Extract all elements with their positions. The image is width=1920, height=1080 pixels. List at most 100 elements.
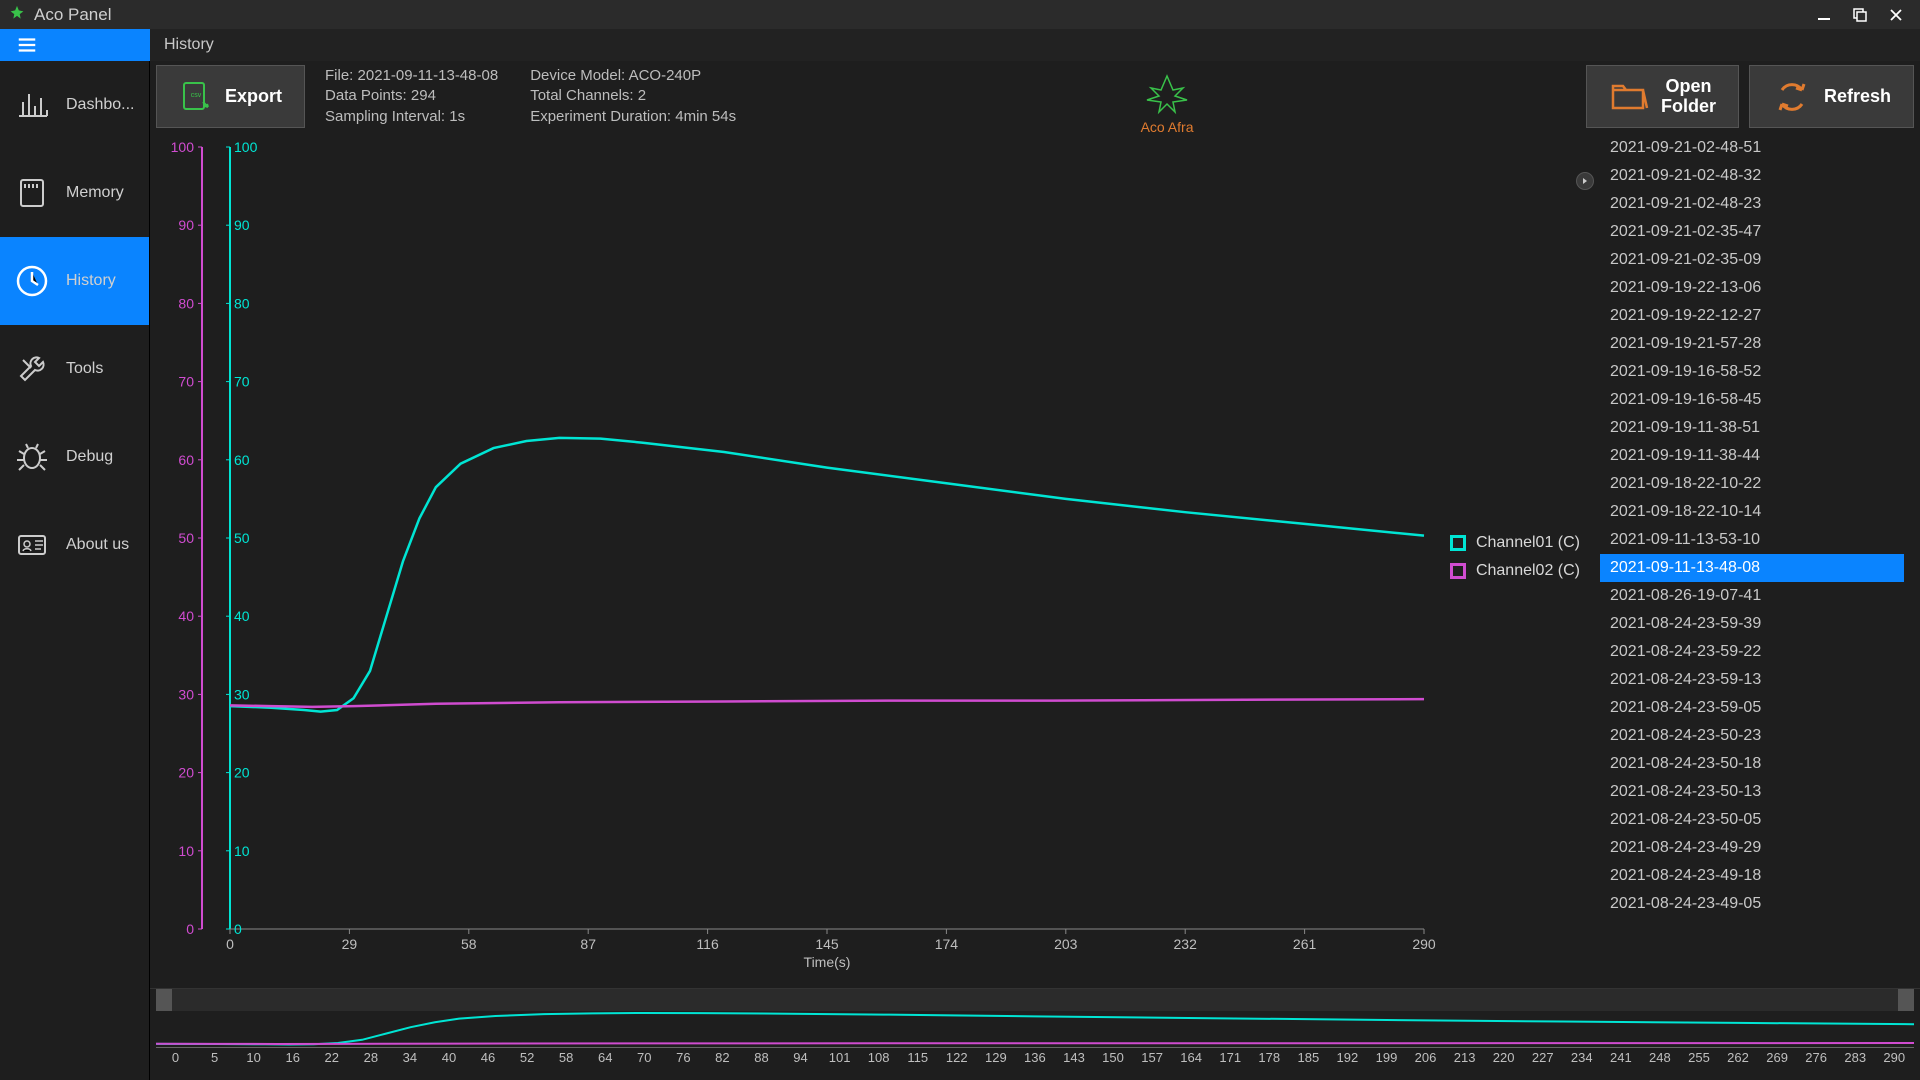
sidebar-item-about-us[interactable]: About us <box>0 501 149 589</box>
legend-item[interactable]: Channel02 (C) <box>1450 562 1580 580</box>
file-item[interactable]: 2021-09-21-02-35-09 <box>1600 246 1904 274</box>
open-label-1: Open <box>1665 77 1711 97</box>
refresh-icon <box>1772 80 1812 114</box>
svg-text:Time(s): Time(s) <box>804 954 851 970</box>
scroll-handle-right[interactable] <box>1898 989 1914 1011</box>
svg-text:90: 90 <box>234 217 250 233</box>
sd-card-icon <box>12 173 52 213</box>
file-item[interactable]: 2021-09-11-13-48-08 <box>1600 554 1904 582</box>
file-item[interactable]: 2021-09-19-11-38-51 <box>1600 414 1904 442</box>
scroll-handle-left[interactable] <box>156 989 172 1011</box>
file-item[interactable]: 2021-09-21-02-48-23 <box>1600 190 1904 218</box>
export-button[interactable]: csv Export <box>156 65 305 128</box>
svg-text:10: 10 <box>178 843 194 859</box>
file-item[interactable]: 2021-09-18-22-10-22 <box>1600 470 1904 498</box>
svg-text:174: 174 <box>935 936 959 952</box>
open-folder-button[interactable]: Open Folder <box>1586 65 1739 128</box>
file-item[interactable]: 2021-09-19-22-12-27 <box>1600 302 1904 330</box>
file-item[interactable]: 2021-08-24-23-59-05 <box>1600 694 1904 722</box>
nav-label: About us <box>66 536 142 554</box>
file-item[interactable]: 2021-08-26-19-07-41 <box>1600 582 1904 610</box>
app-icon <box>6 4 28 26</box>
open-label-2: Folder <box>1661 97 1716 117</box>
refresh-label: Refresh <box>1824 86 1891 107</box>
svg-text:80: 80 <box>234 295 250 311</box>
file-item[interactable]: 2021-09-19-16-58-52 <box>1600 358 1904 386</box>
hamburger-button[interactable] <box>0 29 150 61</box>
file-item[interactable]: 2021-09-18-22-10-14 <box>1600 498 1904 526</box>
svg-text:80: 80 <box>178 295 194 311</box>
legend-swatch <box>1450 535 1466 551</box>
content: csv Export File: 2021-09-11-13-48-08 Dat… <box>150 61 1920 1080</box>
svg-text:20: 20 <box>234 765 250 781</box>
file-item[interactable]: 2021-09-19-22-13-06 <box>1600 274 1904 302</box>
sidebar-item-memory[interactable]: Memory <box>0 149 149 237</box>
info-file: File: 2021-09-11-13-48-08 <box>325 66 498 86</box>
file-list[interactable]: 2021-09-21-02-48-512021-09-21-02-48-3220… <box>1594 128 1920 988</box>
svg-text:116: 116 <box>696 936 719 952</box>
svg-text:70: 70 <box>234 374 250 390</box>
nav-label: Memory <box>66 184 142 202</box>
svg-text:20: 20 <box>178 765 194 781</box>
file-list-panel: 2021-09-21-02-48-512021-09-21-02-48-3220… <box>1594 128 1920 988</box>
file-item[interactable]: 2021-09-19-21-57-28 <box>1600 330 1904 358</box>
file-item[interactable]: 2021-08-24-23-50-23 <box>1600 722 1904 750</box>
svg-text:70: 70 <box>178 374 194 390</box>
svg-text:58: 58 <box>461 936 477 952</box>
svg-text:29: 29 <box>342 936 358 952</box>
svg-text:0: 0 <box>186 921 194 937</box>
sidebar-item-debug[interactable]: Debug <box>0 413 149 501</box>
legend-label: Channel02 (C) <box>1476 562 1580 580</box>
svg-text:290: 290 <box>1412 936 1436 952</box>
chart[interactable]: 0102030405060708090100010203040506070809… <box>150 128 1594 988</box>
overview-chart[interactable] <box>156 1011 1914 1047</box>
timeline-scrollbar[interactable] <box>156 989 1914 1011</box>
svg-text:40: 40 <box>234 608 250 624</box>
svg-text:100: 100 <box>171 139 195 155</box>
legend: Channel01 (C) Channel02 (C) <box>1450 534 1580 590</box>
info-points: Data Points: 294 <box>325 86 498 106</box>
legend-label: Channel01 (C) <box>1476 534 1580 552</box>
info-model: Device Model: ACO-240P <box>530 66 736 86</box>
file-item[interactable]: 2021-08-24-23-49-29 <box>1600 834 1904 862</box>
file-item[interactable]: 2021-09-11-13-53-10 <box>1600 526 1904 554</box>
file-item[interactable]: 2021-08-24-23-59-22 <box>1600 638 1904 666</box>
timeline-overview: 0510162228344046525864707682889410110811… <box>150 988 1920 1080</box>
file-item[interactable]: 2021-09-21-02-35-47 <box>1600 218 1904 246</box>
maximize-button[interactable] <box>1842 0 1878 29</box>
window-title: Aco Panel <box>34 5 1806 25</box>
file-item[interactable]: 2021-09-21-02-48-51 <box>1600 134 1904 162</box>
sidebar-item-dashbo-[interactable]: Dashbo... <box>0 61 149 149</box>
titlebar: Aco Panel <box>0 0 1920 29</box>
file-item[interactable]: 2021-09-21-02-48-32 <box>1600 162 1904 190</box>
clock-icon <box>12 261 52 301</box>
legend-item[interactable]: Channel01 (C) <box>1450 534 1580 552</box>
id-card-icon <box>12 525 52 565</box>
legend-swatch <box>1450 563 1466 579</box>
wrench-icon <box>12 349 52 389</box>
file-item[interactable]: 2021-09-19-16-58-45 <box>1600 386 1904 414</box>
file-item[interactable]: 2021-08-24-23-50-13 <box>1600 778 1904 806</box>
file-item[interactable]: 2021-08-24-23-59-13 <box>1600 666 1904 694</box>
refresh-button[interactable]: Refresh <box>1749 65 1914 128</box>
svg-text:30: 30 <box>178 686 194 702</box>
file-item[interactable]: 2021-09-19-11-38-44 <box>1600 442 1904 470</box>
file-item[interactable]: 2021-08-24-23-49-05 <box>1600 890 1904 918</box>
svg-text:0: 0 <box>234 921 242 937</box>
sidebar-item-tools[interactable]: Tools <box>0 325 149 413</box>
svg-text:csv: csv <box>191 92 202 99</box>
collapse-file-list-button[interactable] <box>1576 172 1594 190</box>
file-item[interactable]: 2021-08-24-23-50-05 <box>1600 806 1904 834</box>
toolbar: csv Export File: 2021-09-11-13-48-08 Dat… <box>150 61 1920 128</box>
minimize-button[interactable] <box>1806 0 1842 29</box>
nav-label: History <box>66 272 142 290</box>
file-item[interactable]: 2021-08-24-23-49-18 <box>1600 862 1904 890</box>
sidebar: Dashbo... Memory History ToolsDebug About us <box>0 61 150 1080</box>
overview-ticks: 0510162228344046525864707682889410110811… <box>156 1047 1914 1077</box>
file-item[interactable]: 2021-08-24-23-50-18 <box>1600 750 1904 778</box>
brand-logo: Aco Afra <box>756 65 1578 128</box>
svg-text:30: 30 <box>234 686 250 702</box>
file-item[interactable]: 2021-08-24-23-59-39 <box>1600 610 1904 638</box>
close-button[interactable] <box>1878 0 1914 29</box>
sidebar-item-history[interactable]: History <box>0 237 149 325</box>
